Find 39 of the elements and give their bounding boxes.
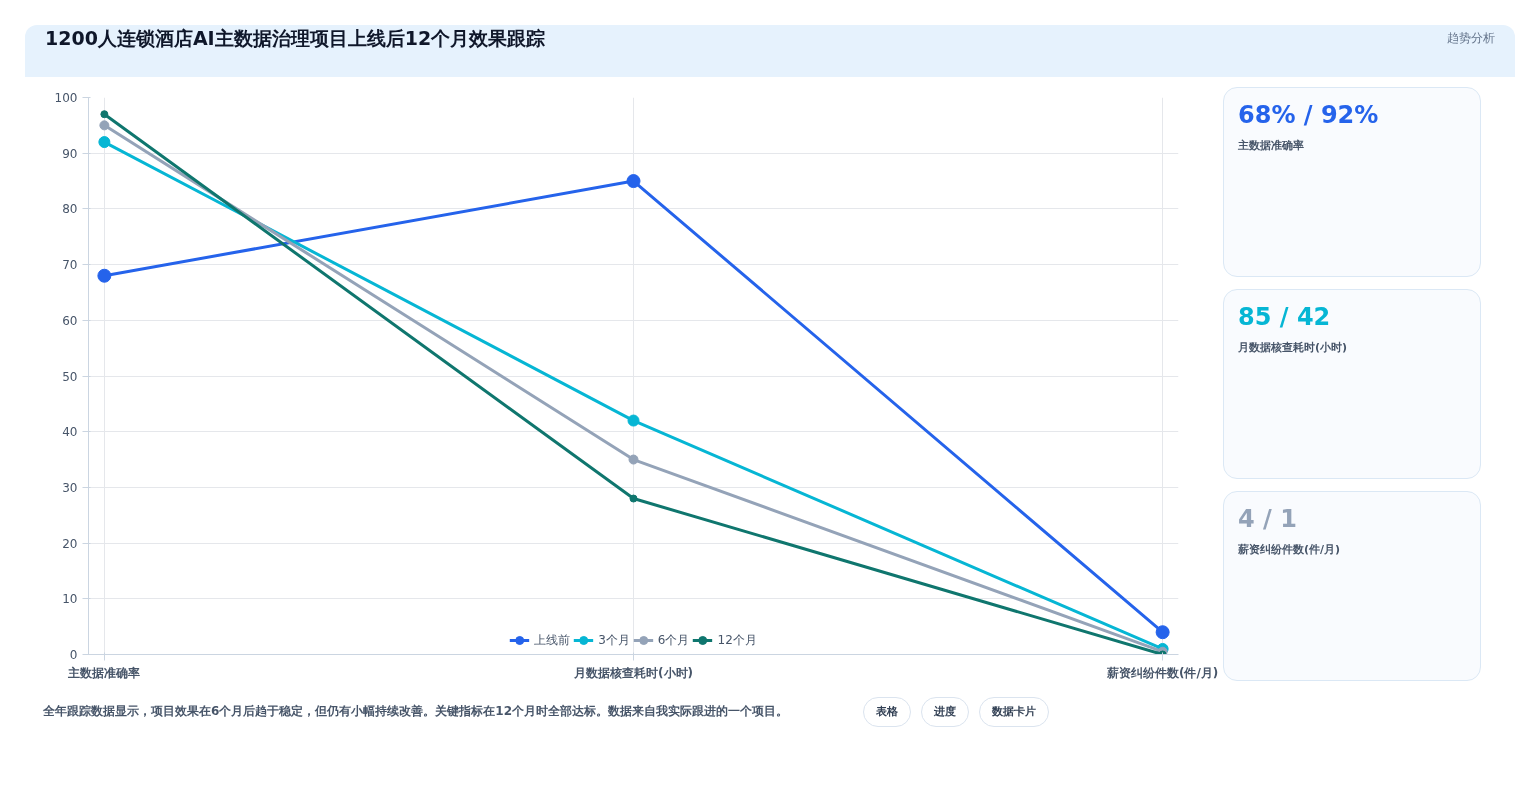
y-tick-label: 50 (62, 369, 78, 384)
point (627, 414, 640, 427)
y-tick-label: 60 (62, 313, 78, 328)
y-tick-label: 70 (62, 258, 78, 273)
y-tick-label: 0 (69, 648, 78, 662)
y-tick-label: 30 (62, 480, 78, 495)
text: 4 / 1 (1238, 504, 1298, 535)
point (99, 120, 110, 131)
text: 68% / 92% (1238, 100, 1380, 131)
y-tick-label: 40 (62, 425, 78, 440)
legend-label: 3个月 (598, 631, 630, 649)
point (98, 136, 111, 149)
point (97, 268, 112, 283)
y-tick-label: 10 (62, 592, 78, 607)
point (626, 174, 641, 189)
text: 薪资纠纷件数(件/月) (1238, 542, 1342, 558)
text: 趋势分析 (1447, 30, 1495, 47)
y-tick-label: 20 (62, 536, 78, 551)
point (628, 454, 639, 465)
y-tick-label: 80 (62, 202, 78, 217)
legend-label: 12个月 (717, 631, 757, 649)
legend-label: 6个月 (657, 631, 690, 649)
point (629, 494, 638, 503)
text: 表格 (863, 697, 911, 727)
text: 全年跟踪数据显示，项目效果在6个月后趋于稳定，但仍有小幅持续改善。关键指标在12个月时全部达标。数据来自我实际跟进的一个项目。 (43, 703, 790, 721)
x-tick-label: 主数据准确率 (67, 665, 141, 680)
x-tick-label: 月数据核查耗时(小时) (573, 665, 693, 680)
text: 数据卡片 (979, 697, 1049, 727)
x-tick-label: 薪资纠纷件数(件/月) (1105, 665, 1219, 680)
y-tick-label: 100 (54, 91, 78, 105)
y-tick-label: 90 (62, 146, 78, 161)
chart-title: 1200人连锁酒店AI主数据治理项目上线后12个月效果跟踪 (45, 26, 546, 51)
text: 进度 (921, 697, 969, 727)
point (100, 110, 109, 119)
point (1155, 625, 1170, 640)
text: 月数据核查耗时(小时) (1238, 340, 1349, 356)
text: 主数据准确率 (1238, 138, 1305, 154)
legend-label: 上线前 (534, 631, 571, 649)
text: 85 / 42 (1238, 302, 1332, 333)
